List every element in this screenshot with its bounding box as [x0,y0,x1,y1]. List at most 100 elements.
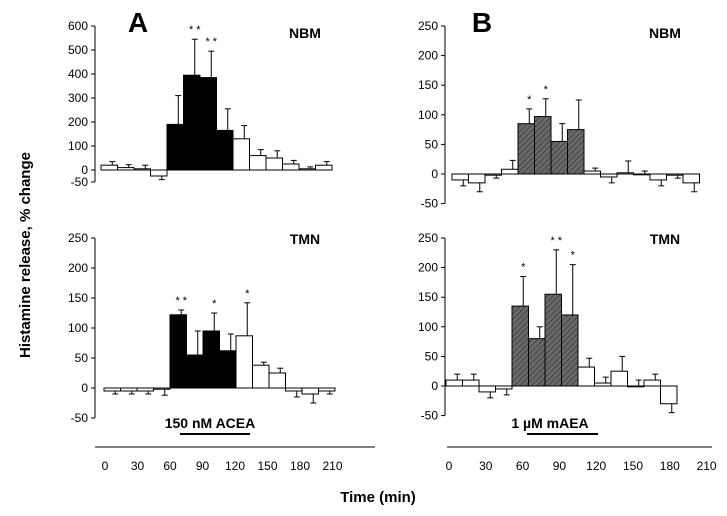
significance-marker: * * [205,36,217,48]
y-tick-label: -50 [71,175,89,189]
bar [633,173,651,176]
y-tick-label: 400 [68,67,88,81]
time-axis-0: 0 30 60 90 120 150 180 210 [95,446,375,473]
bar [501,168,519,175]
y-tick-label: 200 [68,115,88,129]
x-tick-label: 90 [553,459,567,473]
x-tick-label: 30 [479,459,493,473]
x-tick-label: 180 [290,459,310,473]
bar [249,155,267,171]
bar [468,173,486,184]
bar [484,173,502,176]
y-tick-label: 500 [68,43,88,57]
x-tick-label: 150 [257,459,277,473]
y-tick-label: 0 [81,381,88,395]
y-tick-label: 100 [68,139,88,153]
y-tick-label: 150 [68,291,88,305]
bar [136,387,154,392]
bar [150,169,168,177]
bar [153,387,171,390]
bar [301,387,319,395]
bar [169,314,187,389]
bar [682,173,700,184]
y-tick-label: 250 [418,19,438,33]
y-axis-title: Histamine release, % change [17,152,34,358]
bar [265,157,283,171]
y-tick-label: 50 [425,349,439,363]
bar [282,163,300,171]
bar [649,173,667,181]
bar [495,385,513,390]
bar [660,385,678,405]
bar [550,140,568,175]
bar [183,74,201,171]
significance-marker: * * [189,24,201,36]
x-tick-label: 210 [322,459,342,473]
panel-0: 600 500 400 300 200 100 0-50 * * * * NBM A [68,7,333,189]
bar [666,173,684,176]
bar [528,338,546,387]
x-axis-title: Time (min) [340,489,416,506]
y-tick-label: 50 [75,351,89,365]
bar [577,366,595,387]
region-label: TMN [650,231,680,247]
significance-marker: * [527,94,532,106]
bar [462,379,480,387]
panel-1: 250 200 150 100 50 0 -50 * * NBM B [418,7,700,211]
y-tick-label: 300 [68,91,88,105]
significance-marker: * [212,298,217,310]
panel-letter: A [128,7,148,38]
y-tick-label: 0 [431,167,438,181]
region-label: NBM [649,25,681,41]
bar [544,293,562,387]
y-tick-label: 150 [418,78,438,92]
y-tick-label: 50 [425,137,439,151]
bar [285,387,303,392]
significance-marker: * [571,250,576,262]
x-tick-label: 210 [697,459,717,473]
y-tick-label: 0 [81,163,88,177]
bar [627,385,645,388]
bar [643,379,661,387]
y-tick-label: 100 [418,320,438,334]
y-tick-label: 250 [418,231,438,245]
significance-marker: * [245,288,250,300]
bar [103,387,121,392]
bar [445,379,463,387]
x-tick-label: 0 [102,459,109,473]
bar [202,330,220,389]
bar [583,170,601,175]
bar [186,354,204,389]
y-tick-label: 0 [431,379,438,393]
y-tick-label: -50 [71,411,89,425]
x-tick-label: 0 [446,459,453,473]
panel-3: 250 200 150 100 50 0 -50 * * * * TMN 1 µM mAEA [418,231,680,435]
y-tick-label: 600 [68,19,88,33]
bar [199,77,217,171]
bar [298,168,316,171]
bar [318,387,336,392]
panel-letter: B [472,7,492,38]
x-tick-label: 180 [660,459,680,473]
y-tick-label: 200 [418,261,438,275]
region-label: NBM [289,25,321,41]
bar [268,372,286,389]
y-tick-label: 200 [418,49,438,63]
panel-2: 250 200 150 100 50 0 -50 * * * * TMN 150 nM ACEA [68,231,336,435]
region-label: TMN [290,231,320,247]
x-tick-label: 60 [163,459,177,473]
significance-marker: * [521,261,526,273]
bar [216,129,234,171]
bar [567,129,585,175]
treatment-label: 150 nM ACEA [165,415,256,431]
bar [517,123,535,175]
bar [166,123,184,171]
significance-marker: * [544,84,549,96]
y-tick-label: 100 [418,108,438,122]
x-tick-label: 60 [516,459,530,473]
y-tick-label: -50 [421,197,439,211]
bar [252,364,270,389]
y-tick-label: 150 [418,290,438,304]
bar [315,164,333,171]
